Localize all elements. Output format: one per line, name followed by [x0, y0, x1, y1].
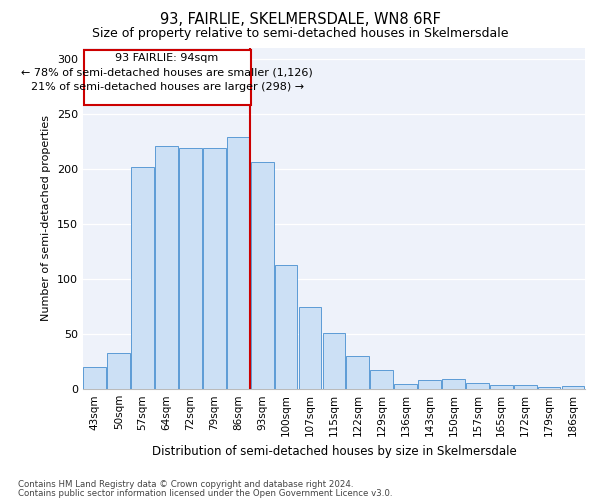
Bar	[203, 148, 226, 389]
Bar	[227, 137, 250, 389]
Bar	[155, 146, 178, 389]
Bar	[418, 380, 441, 389]
Text: 93, FAIRLIE, SKELMERSDALE, WN8 6RF: 93, FAIRLIE, SKELMERSDALE, WN8 6RF	[160, 12, 440, 28]
Bar	[251, 162, 274, 389]
Bar	[83, 367, 106, 389]
Bar	[538, 387, 560, 389]
Bar	[299, 306, 322, 389]
Bar	[370, 370, 393, 389]
X-axis label: Distribution of semi-detached houses by size in Skelmersdale: Distribution of semi-detached houses by …	[152, 444, 516, 458]
Bar	[514, 385, 536, 389]
Bar	[323, 333, 345, 389]
Bar	[275, 264, 298, 389]
Bar	[131, 166, 154, 389]
Bar	[490, 385, 512, 389]
Text: 21% of semi-detached houses are larger (298) →: 21% of semi-detached houses are larger (…	[31, 82, 304, 92]
Bar	[346, 356, 369, 389]
Text: Size of property relative to semi-detached houses in Skelmersdale: Size of property relative to semi-detach…	[92, 28, 508, 40]
Y-axis label: Number of semi-detached properties: Number of semi-detached properties	[41, 116, 51, 322]
Bar	[562, 386, 584, 389]
Bar	[466, 382, 489, 389]
Text: Contains HM Land Registry data © Crown copyright and database right 2024.: Contains HM Land Registry data © Crown c…	[18, 480, 353, 489]
Bar	[442, 380, 465, 389]
Text: 93 FAIRLIE: 94sqm: 93 FAIRLIE: 94sqm	[115, 53, 219, 63]
Bar	[394, 384, 417, 389]
FancyBboxPatch shape	[83, 50, 251, 105]
Bar	[107, 353, 130, 389]
Text: Contains public sector information licensed under the Open Government Licence v3: Contains public sector information licen…	[18, 488, 392, 498]
Text: ← 78% of semi-detached houses are smaller (1,126): ← 78% of semi-detached houses are smalle…	[21, 68, 313, 78]
Bar	[179, 148, 202, 389]
